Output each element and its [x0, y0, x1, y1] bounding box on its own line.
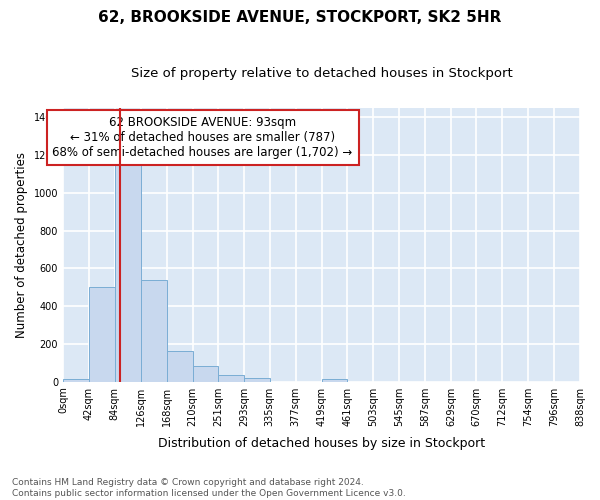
Bar — [193, 366, 218, 382]
Bar — [63, 379, 89, 382]
Bar — [218, 375, 244, 382]
Y-axis label: Number of detached properties: Number of detached properties — [15, 152, 28, 338]
Bar — [141, 280, 167, 382]
Text: 62, BROOKSIDE AVENUE, STOCKPORT, SK2 5HR: 62, BROOKSIDE AVENUE, STOCKPORT, SK2 5HR — [98, 10, 502, 25]
Title: Size of property relative to detached houses in Stockport: Size of property relative to detached ho… — [131, 68, 512, 80]
Text: Contains HM Land Registry data © Crown copyright and database right 2024.
Contai: Contains HM Land Registry data © Crown c… — [12, 478, 406, 498]
Bar — [244, 378, 270, 382]
Text: 62 BROOKSIDE AVENUE: 93sqm
← 31% of detached houses are smaller (787)
68% of sem: 62 BROOKSIDE AVENUE: 93sqm ← 31% of deta… — [52, 116, 353, 160]
Bar — [322, 379, 347, 382]
Bar — [115, 164, 141, 382]
Bar — [167, 352, 193, 382]
Bar — [89, 288, 115, 382]
X-axis label: Distribution of detached houses by size in Stockport: Distribution of detached houses by size … — [158, 437, 485, 450]
